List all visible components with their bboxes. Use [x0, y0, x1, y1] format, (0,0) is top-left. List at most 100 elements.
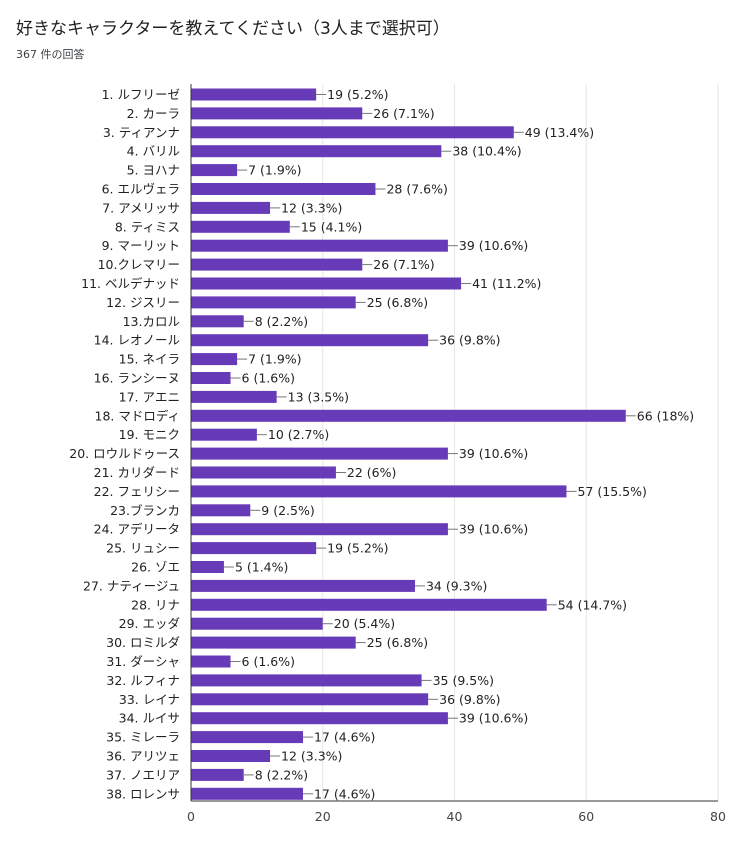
bar[interactable]: [191, 768, 244, 781]
category-label: 3. ティアンナ: [103, 125, 180, 140]
axes: [190, 84, 718, 802]
category-label: 21. カリダード: [94, 465, 180, 480]
category-label: 32. ルフィナ: [106, 673, 180, 688]
category-label: 2. カーラ: [127, 106, 180, 121]
bar[interactable]: [191, 712, 448, 725]
bar[interactable]: [191, 542, 317, 555]
data-label: 36 (9.8%): [439, 692, 500, 707]
bar[interactable]: [191, 372, 231, 384]
data-label: 36 (9.8%): [439, 333, 500, 348]
bar[interactable]: [191, 750, 271, 762]
bar[interactable]: [191, 428, 257, 441]
x-tick-label: 20: [315, 809, 331, 824]
bar[interactable]: [191, 126, 514, 139]
bar[interactable]: [191, 334, 429, 347]
bar[interactable]: [191, 674, 422, 687]
data-label: 39 (10.6%): [459, 711, 528, 726]
bar[interactable]: [191, 504, 251, 517]
response-count: 367 件の回答: [16, 48, 85, 61]
category-label: 15. ネイラ: [119, 352, 180, 367]
bar[interactable]: [191, 315, 244, 328]
category-label: 10.クレマリー: [98, 257, 180, 272]
data-label: 35 (9.5%): [433, 673, 494, 688]
bar[interactable]: [191, 353, 238, 366]
bar[interactable]: [191, 485, 567, 498]
category-label: 20. ロウルドゥース: [69, 446, 180, 461]
category-label: 16. ランシーヌ: [94, 371, 180, 386]
data-label: 22 (6%): [347, 465, 396, 480]
category-label: 7. アメリッサ: [102, 200, 180, 215]
data-label: 38 (10.4%): [452, 144, 521, 159]
bar[interactable]: [191, 579, 415, 592]
category-label: 14. レオノール: [94, 333, 180, 348]
bar[interactable]: [191, 107, 363, 120]
category-label: 33. レイナ: [119, 692, 180, 707]
category-label: 19. モニク: [119, 427, 180, 442]
category-label: 31. ダーシャ: [106, 654, 180, 669]
data-label: 8 (2.2%): [255, 314, 308, 329]
bar[interactable]: [191, 409, 626, 422]
category-label: 11. ベルデナッド: [81, 276, 180, 291]
bar[interactable]: [191, 296, 356, 309]
x-tick-label: 40: [447, 809, 463, 824]
category-label: 24. アデリータ: [94, 522, 180, 537]
category-label: 27. ナティージュ: [83, 578, 180, 593]
bar[interactable]: [191, 523, 448, 536]
category-label: 8. ティミス: [115, 219, 180, 234]
labels: 0 20 40 60 80 1. ルフリーゼ 19 (5.2%) 2. カーラ 26 (7.1%…: [69, 87, 726, 824]
data-label: 28 (7.6%): [386, 182, 447, 197]
data-label: 10 (2.7%): [268, 427, 329, 442]
bar[interactable]: [191, 239, 448, 252]
data-label: 49 (13.4%): [525, 125, 594, 140]
bars: [191, 88, 626, 800]
category-label: 1. ルフリーゼ: [102, 87, 180, 102]
data-label: 39 (10.6%): [459, 238, 528, 253]
category-label: 29. エッダ: [119, 616, 180, 631]
data-label: 41 (11.2%): [472, 276, 541, 291]
bar[interactable]: [191, 655, 231, 668]
data-label: 25 (6.8%): [367, 295, 428, 310]
data-label: 57 (15.5%): [577, 484, 646, 499]
bar[interactable]: [191, 277, 462, 290]
data-label: 8 (2.2%): [255, 767, 308, 782]
bar[interactable]: [191, 390, 277, 403]
data-label: 39 (10.6%): [459, 522, 528, 537]
category-label: 17. アエニ: [119, 389, 180, 404]
category-label: 18. マドロディ: [95, 408, 180, 423]
bar[interactable]: [191, 636, 356, 649]
data-label: 34 (9.3%): [426, 578, 487, 593]
bar[interactable]: [191, 617, 323, 630]
bar[interactable]: [191, 561, 224, 573]
data-label: 12 (3.3%): [281, 200, 342, 215]
category-label: 13.カロル: [123, 314, 180, 329]
category-label: 37. ノエリア: [106, 767, 180, 782]
category-label: 4. バリル: [127, 144, 180, 159]
category-label: 5. ヨハナ: [127, 163, 180, 178]
category-label: 36. アリツェ: [106, 749, 180, 764]
data-label: 26 (7.1%): [373, 106, 434, 121]
bar[interactable]: [191, 201, 271, 214]
bar[interactable]: [191, 447, 448, 460]
bar[interactable]: [191, 787, 303, 800]
data-label: 6 (1.6%): [242, 371, 295, 386]
bar[interactable]: [191, 598, 547, 611]
category-label: 12. ジスリー: [106, 295, 180, 310]
category-label: 35. ミレーラ: [106, 730, 180, 745]
x-tick-label: 60: [578, 809, 594, 824]
bar[interactable]: [191, 88, 317, 101]
data-label: 19 (5.2%): [327, 541, 388, 556]
data-label: 9 (2.5%): [261, 503, 314, 518]
data-label: 5 (1.4%): [235, 560, 288, 575]
bar[interactable]: [191, 145, 442, 158]
bar[interactable]: [191, 258, 363, 271]
bar[interactable]: [191, 731, 303, 744]
bar[interactable]: [191, 164, 238, 177]
data-label: 19 (5.2%): [327, 87, 388, 102]
bar[interactable]: [191, 693, 429, 706]
bar[interactable]: [191, 466, 336, 479]
bar[interactable]: [191, 183, 376, 195]
bar[interactable]: [191, 220, 290, 233]
category-label: 9. マーリット: [102, 238, 180, 253]
x-tick-label: 80: [710, 809, 726, 824]
category-label: 26. ゾエ: [131, 560, 180, 575]
